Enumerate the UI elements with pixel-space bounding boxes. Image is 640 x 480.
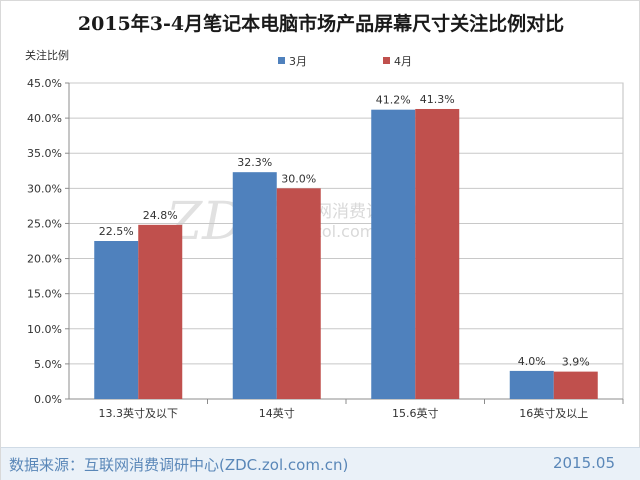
data-label: 3.9% [562, 356, 590, 369]
bar-april [138, 224, 183, 399]
legend-swatch [278, 57, 285, 64]
data-label: 30.0% [281, 172, 316, 185]
publish-date: 2015.05 [552, 454, 615, 472]
bar-april [553, 371, 598, 399]
x-tick-label: 14英寸 [259, 406, 295, 420]
legend-label: 4月 [394, 55, 412, 68]
y-tick-label: 10.0% [27, 323, 62, 336]
x-tick-label: 15.6英寸 [392, 406, 439, 420]
x-tick-label: 13.3英寸及以下 [99, 406, 179, 420]
y-tick-label: 45.0% [27, 77, 62, 90]
bar-march [371, 109, 416, 399]
bar-march [232, 172, 277, 399]
bar-april [415, 108, 460, 399]
data-source-note: 数据来源：互联网消费调研中心(ZDC.zol.com.cn) [9, 456, 349, 474]
legend-label: 3月 [289, 55, 307, 68]
footer-bar: 数据来源：互联网消费调研中心(ZDC.zol.com.cn) 2015.05 [1, 447, 640, 480]
bar-chart: ZDC 互联网消费调研中心 zdc.zol.com.cn 0.0%5.0%10.… [25, 48, 624, 420]
bar-march [509, 370, 554, 399]
data-label: 22.5% [99, 225, 134, 238]
y-tick-label: 15.0% [27, 288, 62, 301]
y-tick-label: 40.0% [27, 112, 62, 125]
chart-title: 2015年3-4月笔记本电脑市场产品屏幕尺寸关注比例对比 [77, 13, 565, 35]
data-label: 41.2% [376, 94, 411, 107]
data-label: 4.0% [518, 355, 546, 368]
y-tick-label: 20.0% [27, 253, 62, 266]
data-label: 24.8% [143, 209, 178, 222]
y-tick-label: 0.0% [34, 393, 62, 406]
legend-swatch [383, 57, 390, 64]
plot-area: 0.0% 5.0% 10.0% 15.0% 20.0% 25.0% 30.0% 35.0% 40… [25, 48, 624, 420]
y-tick-label: 25.0% [27, 217, 62, 230]
bar-april [276, 188, 321, 399]
y-tick-label: 5.0% [34, 358, 62, 371]
data-label: 41.3% [420, 93, 455, 106]
y-axis-title: 关注比例 [25, 48, 69, 62]
bar-march [94, 241, 139, 399]
y-tick-label: 30.0% [27, 182, 62, 195]
y-tick-label: 35.0% [27, 147, 62, 160]
data-label: 32.3% [237, 156, 272, 169]
x-tick-label: 16英寸及以上 [519, 406, 588, 420]
